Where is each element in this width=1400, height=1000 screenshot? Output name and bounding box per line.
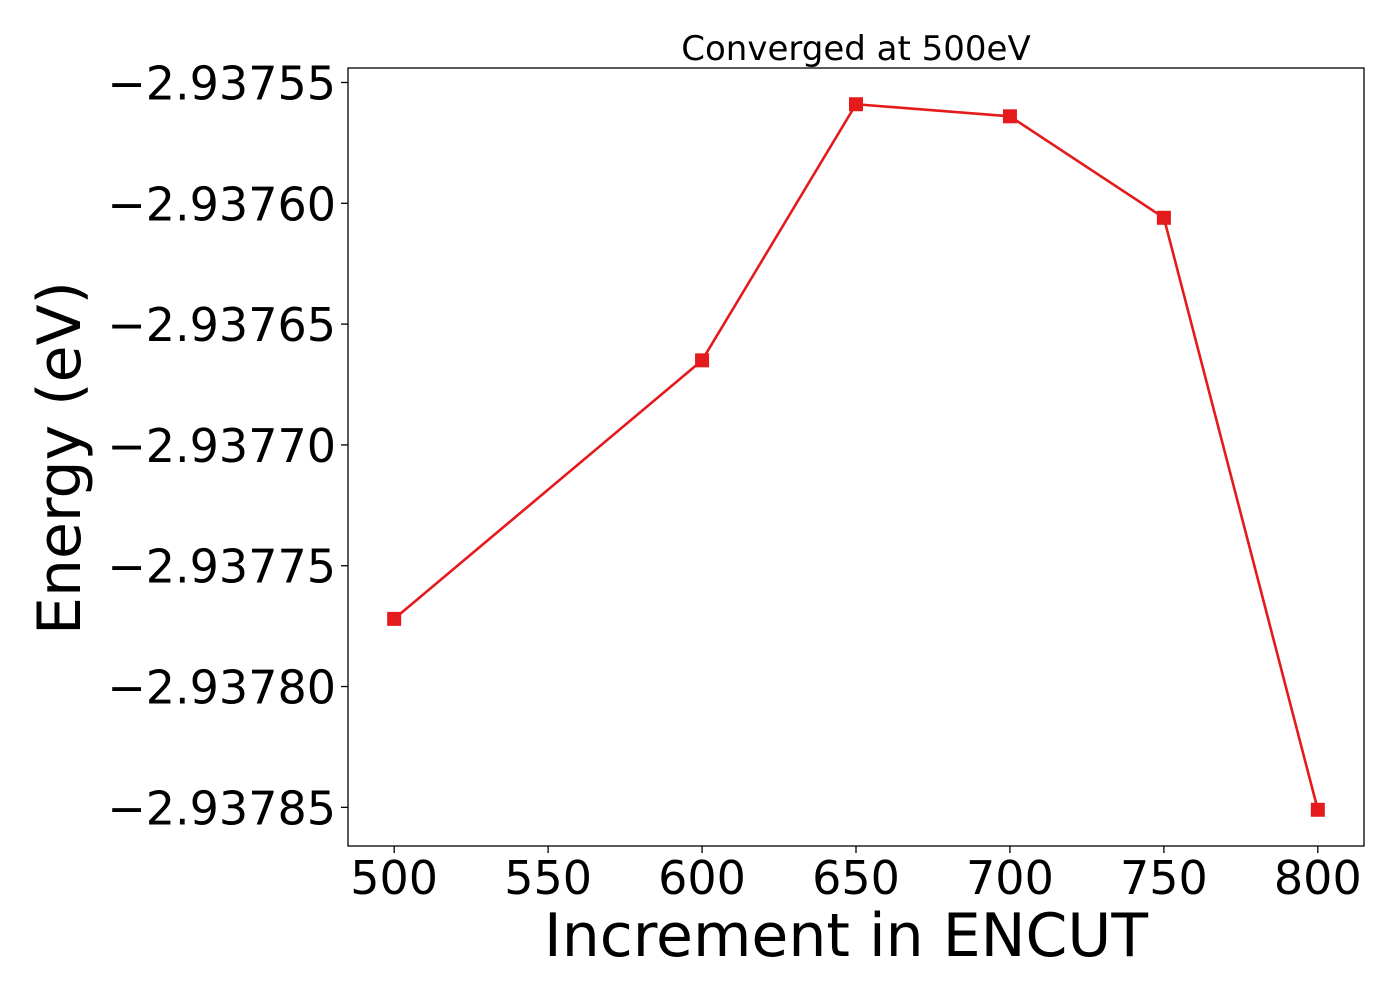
y-tick-label: −2.93765 [107, 298, 336, 352]
x-tick-label: 700 [966, 851, 1054, 905]
data-point-marker [1310, 802, 1325, 817]
y-tick-label: −2.93770 [107, 419, 336, 473]
data-point-marker [849, 97, 863, 112]
data-point-marker [1156, 210, 1171, 225]
y-tick-label: −2.93780 [107, 661, 336, 715]
y-tick-label: −2.93755 [107, 56, 336, 110]
x-tick-label: 800 [1274, 851, 1362, 905]
x-tick-label: 750 [1120, 851, 1208, 905]
plot-frame [347, 67, 1365, 847]
y-tick-label: −2.93760 [107, 177, 336, 231]
data-point-marker [387, 611, 402, 626]
chart-title: Converged at 500eV [681, 29, 1030, 69]
x-tick-label: 550 [504, 851, 592, 905]
y-tick-label: −2.93785 [107, 781, 336, 835]
data-point-marker [695, 353, 710, 368]
data-point-marker [1002, 109, 1017, 124]
x-tick-label: 500 [350, 851, 438, 905]
x-tick-label: 650 [812, 851, 900, 905]
y-axis-label: Energy (eV) [25, 281, 95, 635]
plot-layer: 500 550 600 650 700 750 800 −2.93755 −2.93760 −2.… [107, 56, 1361, 905]
x-tick-label: 600 [658, 851, 746, 905]
y-tick-label: −2.93775 [107, 540, 336, 594]
series-line [393, 102, 1320, 811]
x-axis-label: Increment in ENCUT [544, 901, 1148, 971]
